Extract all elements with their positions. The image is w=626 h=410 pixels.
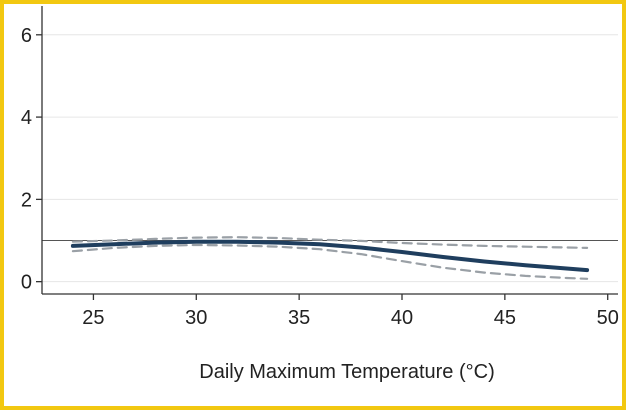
x-axis-title: Daily Maximum Temperature (°C) xyxy=(199,361,494,383)
axes-layer xyxy=(41,6,618,295)
ticks-layer: 0 2 4 6 25 30 35 40 45 50 xyxy=(21,25,619,329)
series-layer xyxy=(70,236,590,280)
lower-ci-line xyxy=(71,243,589,280)
y-tick-label: 2 xyxy=(21,189,32,211)
y-tick-label: 4 xyxy=(21,107,32,129)
x-tick-label: 25 xyxy=(82,307,104,329)
y-tick-label: 0 xyxy=(21,272,32,294)
x-tick-label: 40 xyxy=(391,307,413,329)
x-tick-label: 45 xyxy=(494,307,516,329)
estimate-line xyxy=(70,239,590,273)
x-tick-label: 30 xyxy=(185,307,207,329)
y-tick-label: 6 xyxy=(21,25,32,47)
x-tick-label: 50 xyxy=(597,307,619,329)
x-tick-label: 35 xyxy=(288,307,310,329)
upper-ci-line xyxy=(71,236,589,249)
